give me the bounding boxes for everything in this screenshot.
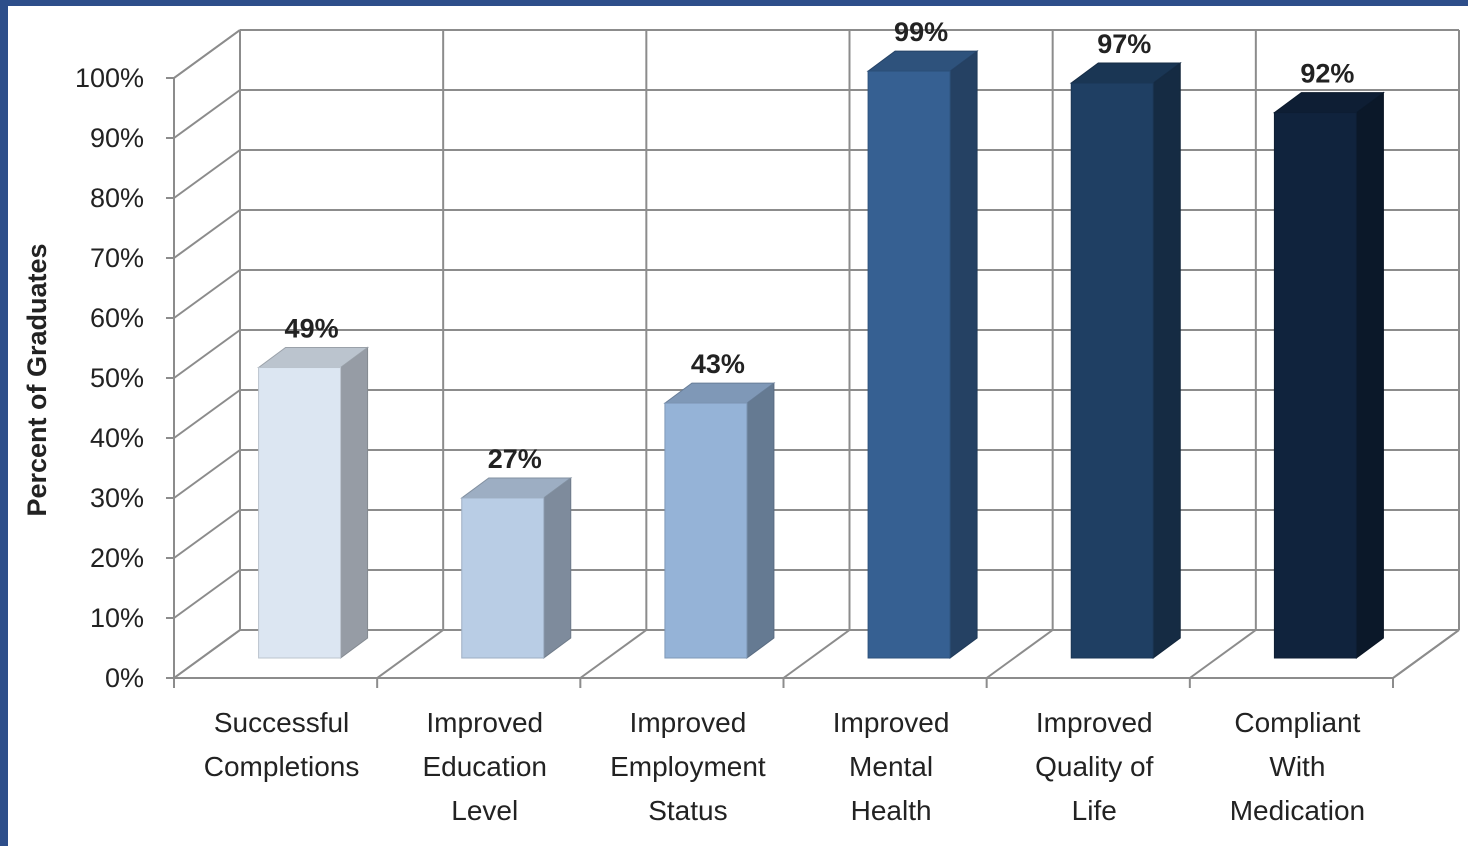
data-label: 27% [488,444,542,474]
side-wall-gridline [173,149,241,199]
floor-divider [376,629,444,679]
data-label: 92% [1300,59,1354,89]
y-tick-label: 60% [90,303,144,333]
floor-divider [986,629,1054,679]
floor-divider [579,629,647,679]
bar [1272,91,1385,659]
floor-divider [1392,629,1460,679]
x-category-label: Improved Mental Health [833,707,950,826]
bar-side [1152,61,1181,659]
x-category-label: Successful Completions [204,707,360,782]
y-tick-label: 30% [90,483,144,513]
side-wall-gridline [173,509,241,559]
bar-front [867,70,951,659]
y-tick-label: 70% [90,243,144,273]
bar [257,346,370,659]
x-category-label: Improved Quality of Life [1035,707,1153,826]
bar-side [543,476,572,659]
floor-divider [1189,629,1257,679]
bar-side [340,346,369,659]
data-label: 49% [285,314,339,344]
y-tick-label: 50% [90,363,144,393]
bar-front [1070,82,1154,659]
side-wall-gridline [173,89,241,139]
bar-front [258,367,342,659]
side-wall-gridline [173,209,241,259]
data-label: 97% [1097,29,1151,59]
bar-front [664,402,748,659]
bar [1069,61,1182,659]
floor-divider [782,629,851,679]
y-axis-title: Percent of Graduates [22,243,52,516]
data-label: 43% [691,349,745,379]
x-category-label: Improved Education Level [422,707,547,826]
y-tick-label: 80% [90,183,144,213]
side-wall-gridline [173,569,241,619]
side-wall-gridline [173,269,241,319]
bar-side [949,50,978,659]
y-tick-label: 90% [90,123,144,153]
bars-layer [257,50,1385,659]
grid-layer [166,29,1460,688]
floor-divider [173,629,241,679]
side-wall-gridline [173,329,241,379]
y-tick-label: 0% [105,663,144,693]
y-tick-label: 20% [90,543,144,573]
data-label: 99% [894,17,948,47]
labels-layer: 0% 10% 20% 30% 40% 50% 60% 70% 80% 90% 100% 49% 27% 4… [75,17,1365,826]
bar-side [1355,91,1384,659]
bar [663,382,776,659]
bar [866,50,979,659]
y-tick-label: 100% [75,63,144,93]
y-tick-label: 10% [90,603,144,633]
bar [460,476,573,659]
x-category-label: Improved Employment Status [610,707,766,826]
bar-front [1273,112,1357,659]
bar-side [746,382,775,659]
side-wall-gridline [173,389,241,439]
y-tick-label: 40% [90,423,144,453]
side-wall-top-edge [173,29,241,79]
side-wall-gridline [173,449,241,499]
chart-canvas: 0% 10% 20% 30% 40% 50% 60% 70% 80% 90% 100% 49% 27% 4… [8,6,1468,846]
bar-front [461,497,545,659]
x-category-label: Compliant With Medication [1230,707,1365,826]
bar-chart: 0% 10% 20% 30% 40% 50% 60% 70% 80% 90% 100% 49% 27% 4… [22,17,1460,826]
